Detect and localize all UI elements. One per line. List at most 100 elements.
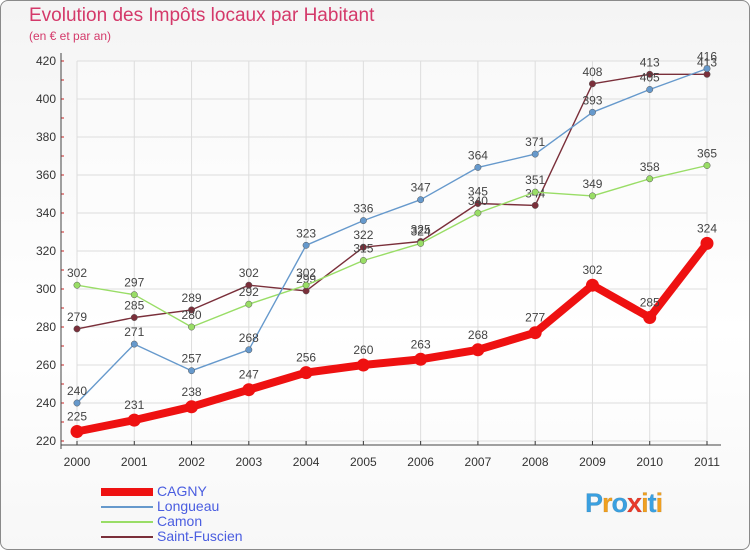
data-label-saint-fuscien: 408 [582,65,602,79]
data-point-saint-fuscien [188,306,195,314]
data-point-camon [188,323,195,331]
data-label-cagny: 277 [525,311,545,325]
logo-letter: P [585,488,604,519]
data-label-longueau: 405 [640,71,660,85]
series-line-cagny [73,239,711,436]
data-point-camon [302,281,310,289]
data-point-camon [474,209,482,217]
data-label-saint-fuscien: 322 [353,228,373,242]
x-tick-label: 2001 [121,455,148,469]
data-point-saint-fuscien [474,200,482,207]
data-point-longueau [417,196,425,204]
data-point-cagny [70,425,84,438]
data-label-longueau: 257 [182,352,202,366]
data-point-camon [589,192,596,200]
y-tick-label: 280 [36,320,56,334]
data-label-camon: 297 [124,276,144,290]
data-label-cagny: 238 [182,385,202,399]
data-point-cagny [528,326,542,340]
data-point-longueau [130,340,138,348]
data-point-saint-fuscien [359,243,367,251]
legend-swatch-camon [101,521,153,523]
data-point-cagny [356,358,370,372]
legend-swatch-longueau [101,506,153,508]
data-point-camon [245,300,253,308]
x-tick-label: 2005 [350,455,377,469]
data-point-cagny [471,343,485,357]
data-point-saint-fuscien [531,201,539,209]
data-point-longueau [73,399,81,407]
series-longueau: 240 271 257 268 323 336 347 364 371 393 405 416 [67,50,717,407]
data-point-saint-fuscien [245,281,253,289]
data-point-longueau [589,108,596,116]
data-label-longueau: 416 [697,50,717,64]
data-point-longueau [646,86,654,93]
data-point-camon [531,188,539,196]
data-label-longueau: 271 [124,325,144,339]
y-tick-label: 360 [36,168,56,182]
data-label-camon: 358 [640,160,660,174]
x-tick-label: 2000 [64,455,91,469]
data-point-camon [130,291,138,299]
data-label-camon: 340 [468,194,488,208]
y-tick-label: 380 [36,130,56,144]
data-label-longueau: 371 [525,135,545,149]
series-camon: 302 297 280 292 302 315 324 340 351 349 358 365 [67,147,717,331]
data-point-camon [646,175,654,183]
data-point-cagny [643,311,657,324]
chart-title: Evolution des Impôts locaux par Habitant [29,5,375,26]
data-label-longueau: 336 [353,202,373,216]
legend-label-saint-fuscien: Saint-Fuscien [157,528,243,544]
x-tick-label: 2009 [579,455,606,469]
legend-label-camon: Camon [157,513,203,529]
series-line-longueau [76,67,708,404]
data-label-longueau: 393 [582,93,602,107]
legend-swatch-saint-fuscien [101,536,153,538]
data-point-cagny [585,278,599,292]
data-label-longueau: 240 [67,384,87,398]
y-tick-label: 420 [36,54,56,68]
data-point-longueau [474,163,482,171]
data-point-camon [359,257,367,264]
x-tick-label: 2004 [293,455,320,469]
data-point-saint-fuscien [589,80,596,88]
data-label-saint-fuscien: 289 [182,291,202,305]
data-label-cagny: 256 [296,351,316,365]
data-point-longueau [188,367,195,375]
series-line-camon [76,164,708,328]
logo-letter: r [602,488,613,519]
data-label-cagny: 260 [353,343,373,357]
data-label-longueau: 323 [296,226,316,240]
data-point-cagny [185,400,199,414]
logo-letter: t [647,488,657,519]
data-label-saint-fuscien: 345 [468,185,488,199]
logo-letter: o [611,488,628,519]
data-label-cagny: 285 [640,296,660,310]
data-point-longueau [245,346,253,354]
series-line-saint-fuscien [76,73,708,330]
data-label-longueau: 364 [468,148,488,162]
data-label-cagny: 263 [411,337,431,351]
x-tick-label: 2002 [178,455,205,469]
data-point-saint-fuscien [73,325,81,333]
data-point-longueau [531,150,539,158]
x-tick-label: 2008 [522,455,549,469]
data-label-camon: 349 [582,177,602,191]
data-point-camon [417,239,425,247]
x-tick-label: 2011 [694,455,720,469]
data-point-camon [703,162,711,169]
x-tick-label: 2010 [636,455,663,469]
x-tick-label: 2003 [235,455,262,469]
data-label-camon: 324 [411,224,431,238]
data-label-saint-fuscien: 325 [411,223,431,237]
data-point-saint-fuscien [703,70,711,78]
data-point-cagny [700,236,714,250]
data-label-camon: 315 [353,242,373,256]
data-label-saint-fuscien: 302 [239,266,259,280]
logo-letter: i [641,488,649,519]
y-tick-label: 320 [36,244,56,258]
y-tick-label: 340 [36,206,56,220]
data-label-cagny: 302 [582,263,602,277]
